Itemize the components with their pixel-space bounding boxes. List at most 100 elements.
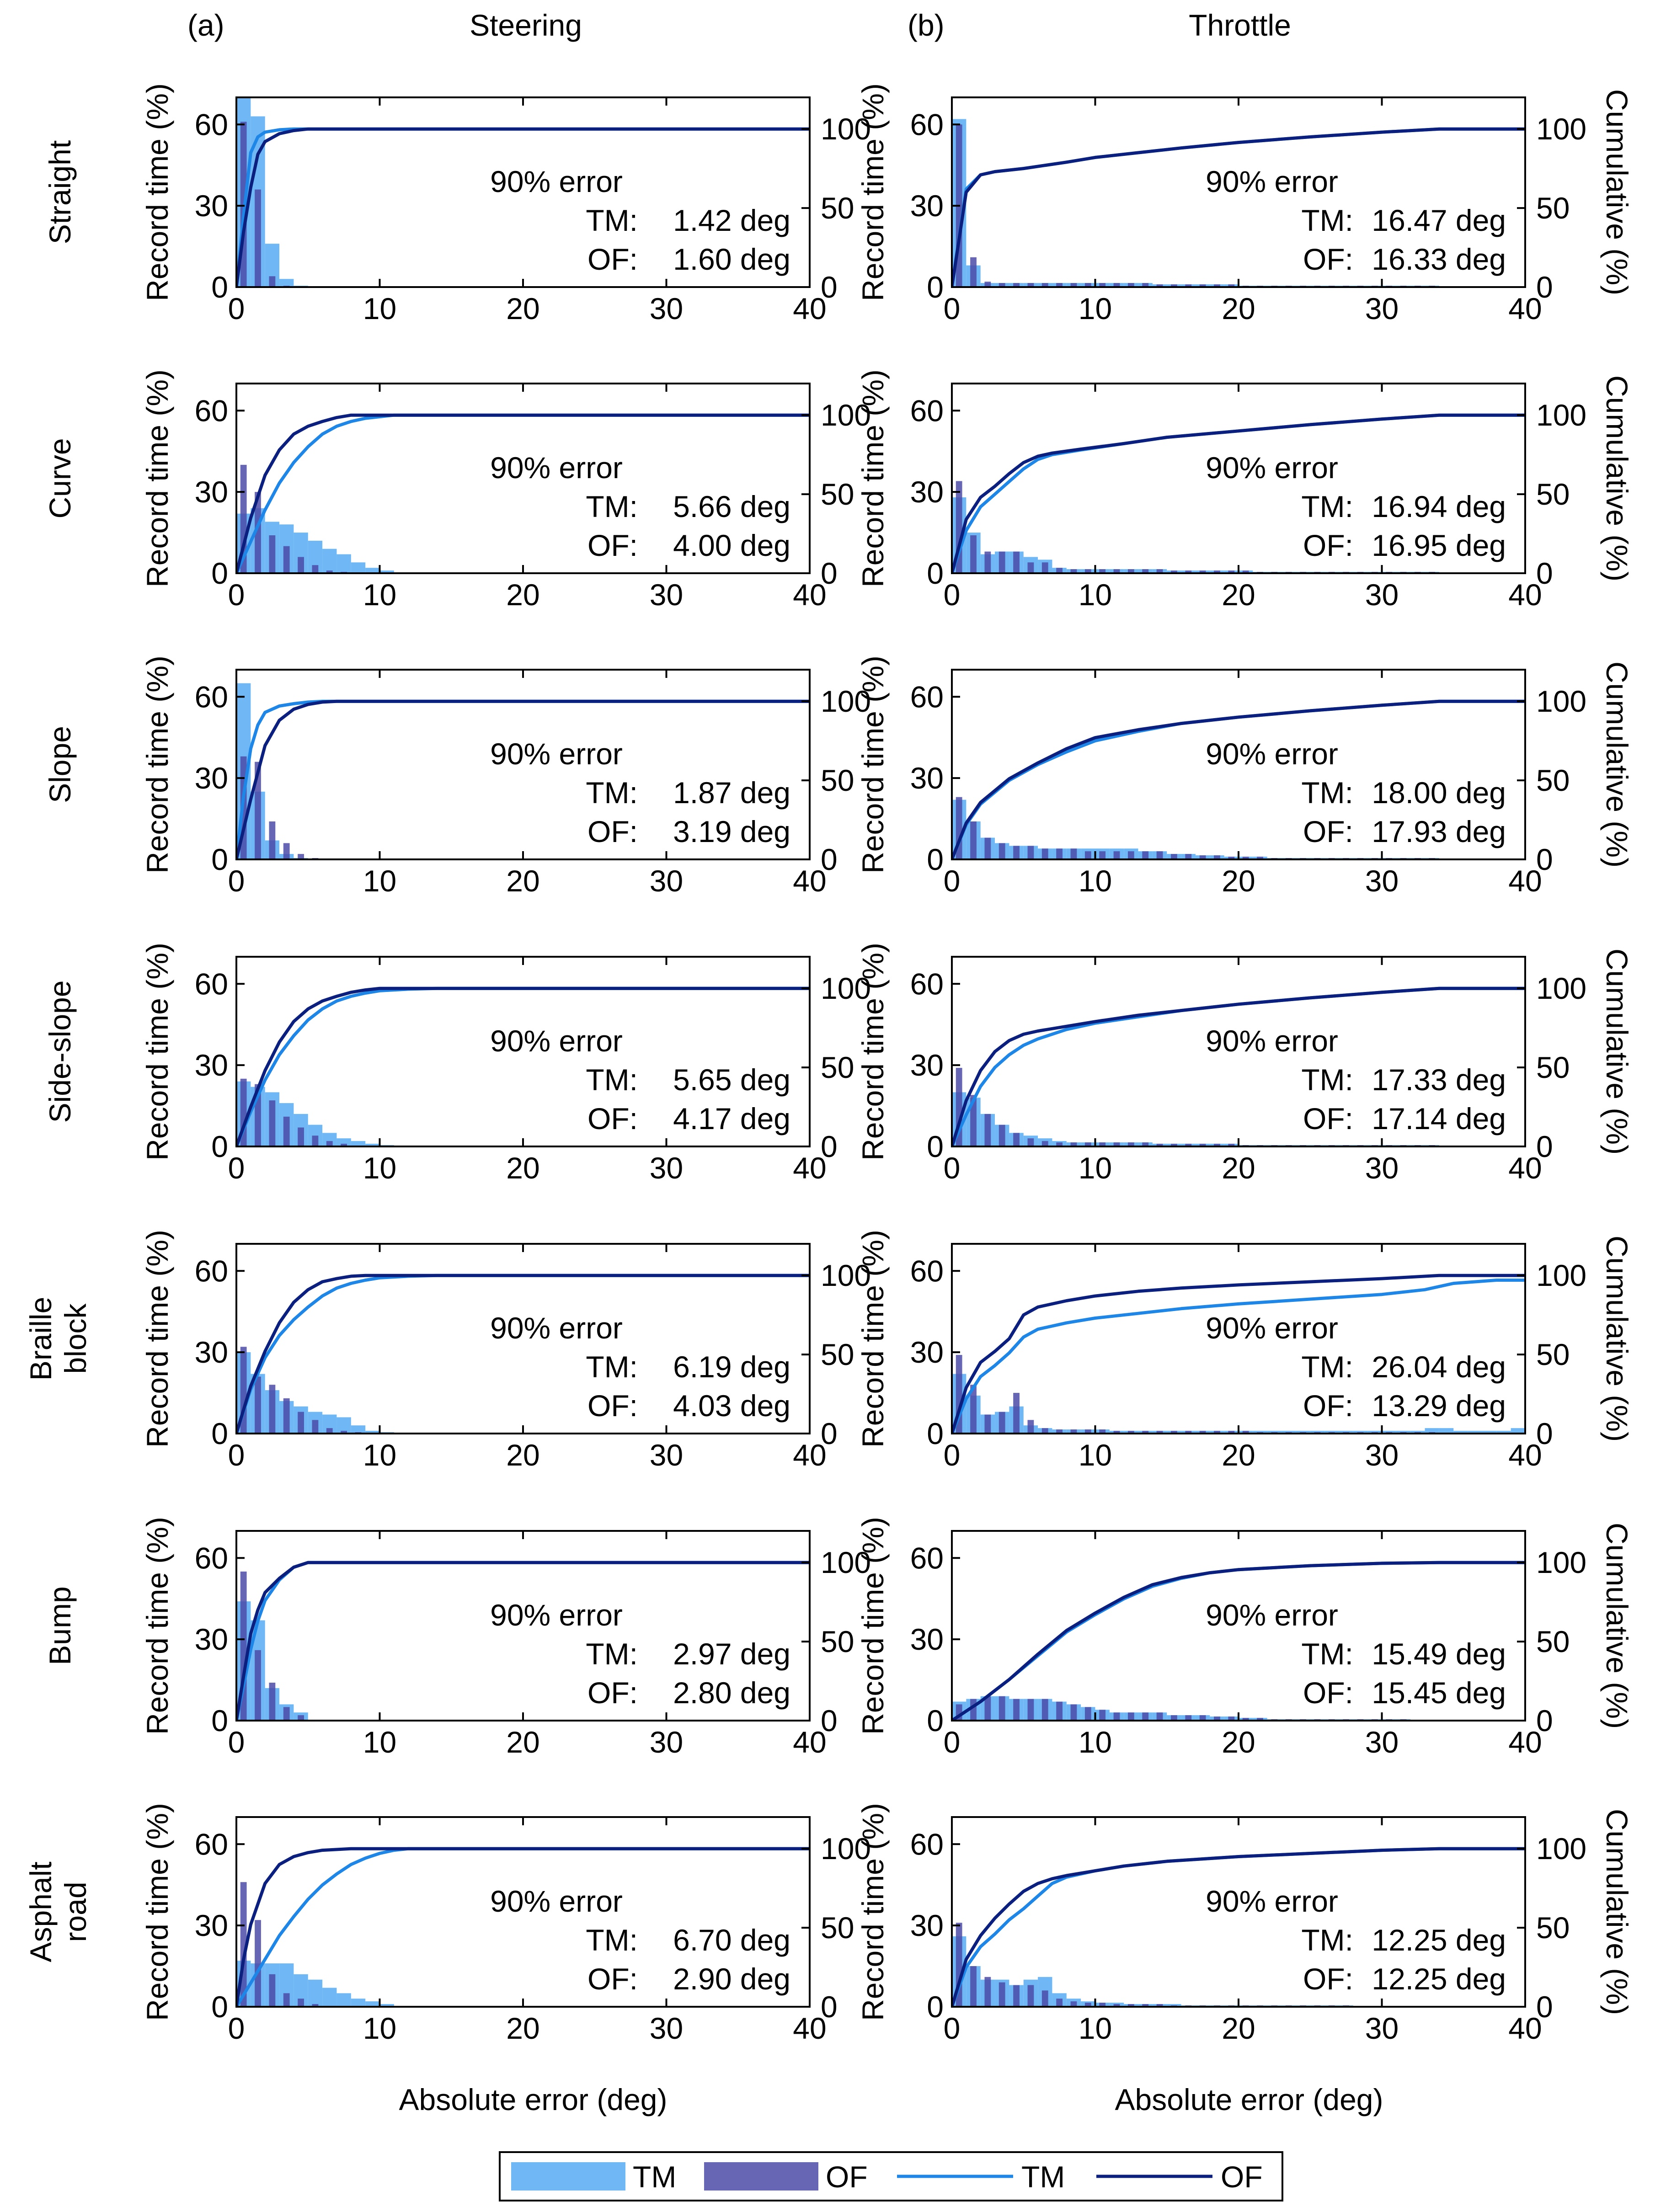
y-tick-label: 30 bbox=[195, 761, 228, 795]
y2-tick-label: 50 bbox=[1536, 1911, 1570, 1945]
of-bar bbox=[1056, 568, 1063, 573]
annotation-title: 90% error bbox=[1206, 451, 1338, 485]
y2-tick-label: 50 bbox=[821, 1050, 854, 1084]
of-bar bbox=[1156, 1144, 1163, 1146]
row-label: Slope bbox=[43, 726, 77, 803]
of-bar bbox=[1027, 1420, 1034, 1434]
x-tick-label: 40 bbox=[1508, 292, 1542, 325]
row-label-line-2: road bbox=[59, 1882, 92, 1942]
y2-tick-label: 100 bbox=[821, 1258, 871, 1292]
legend-of-line-label: OF bbox=[1221, 2160, 1263, 2194]
annotation-of-prefix: OF: bbox=[587, 1389, 638, 1423]
x-tick-label: 20 bbox=[506, 864, 539, 898]
annotation-title: 90% error bbox=[1206, 1024, 1338, 1058]
y-tick-label: 30 bbox=[910, 1335, 944, 1369]
of-bar bbox=[298, 1999, 304, 2007]
x-tick-label: 40 bbox=[793, 1438, 826, 1472]
of-bar bbox=[1027, 1138, 1034, 1146]
tm-bar bbox=[351, 562, 366, 573]
of-bar bbox=[1257, 1718, 1263, 1721]
of-bar bbox=[999, 843, 1005, 859]
of-bar bbox=[1156, 1712, 1163, 1721]
annotation-tm-value: 18.00 deg bbox=[1372, 776, 1506, 810]
of-bar bbox=[269, 1974, 276, 2007]
annotation-title: 90% error bbox=[1206, 737, 1338, 771]
annotation-tm-prefix: TM: bbox=[1301, 490, 1353, 523]
row-label-line-1: Braille bbox=[24, 1297, 58, 1381]
x-tick-label: 20 bbox=[1222, 864, 1255, 898]
of-bar bbox=[298, 557, 304, 573]
annotation-of-value: 1.60 deg bbox=[673, 242, 790, 276]
of-cumulative-line bbox=[952, 699, 1525, 859]
annotation-of-prefix: OF: bbox=[587, 1676, 638, 1710]
plot-area bbox=[236, 1274, 810, 1434]
x-tick-label: 40 bbox=[1508, 2011, 1542, 2045]
y-tick-label: 60 bbox=[195, 1254, 228, 1288]
of-bar bbox=[1070, 283, 1077, 287]
annotation-of-value: 2.80 deg bbox=[673, 1676, 790, 1710]
annotation-of-value: 3.19 deg bbox=[673, 815, 790, 848]
y-axis-label: Record time (%) bbox=[856, 1803, 890, 2021]
legend-tm-bar-swatch bbox=[511, 2162, 625, 2191]
x-tick-label: 20 bbox=[1222, 2011, 1255, 2045]
plot-area bbox=[236, 683, 810, 859]
of-bar bbox=[1199, 570, 1206, 573]
x-tick-label: 40 bbox=[1508, 1151, 1542, 1185]
of-bar bbox=[1041, 1699, 1048, 1721]
x-tick-label: 30 bbox=[1365, 1438, 1399, 1472]
of-bar bbox=[326, 570, 333, 573]
of-bar bbox=[1228, 570, 1235, 573]
y-tick-label: 60 bbox=[195, 394, 228, 427]
of-bar bbox=[1199, 855, 1206, 859]
x-tick-label: 10 bbox=[363, 1725, 396, 1759]
of-bar bbox=[1013, 1699, 1020, 1721]
x-tick-label: 30 bbox=[1365, 864, 1399, 898]
annotation-title: 90% error bbox=[1206, 165, 1338, 198]
x-tick-label: 0 bbox=[944, 578, 961, 612]
y2-tick-label: 100 bbox=[821, 398, 871, 432]
row-label-line-1: Asphalt bbox=[24, 1861, 58, 1962]
of-bar bbox=[312, 1135, 319, 1146]
annotation-of-prefix: OF: bbox=[1303, 528, 1353, 562]
y-axis-label: Record time (%) bbox=[140, 943, 174, 1161]
tm-bar bbox=[365, 1431, 380, 1434]
y-tick-label: 0 bbox=[211, 1704, 228, 1738]
column-title-steering: Steering bbox=[470, 8, 582, 42]
annotation-tm-value: 5.66 deg bbox=[673, 490, 790, 523]
of-bar bbox=[1113, 851, 1120, 859]
annotation-of-value: 4.00 deg bbox=[673, 528, 790, 562]
x-tick-label: 30 bbox=[650, 1151, 683, 1185]
of-bar bbox=[1214, 570, 1220, 573]
of-bar bbox=[1199, 1715, 1206, 1721]
of-bar bbox=[269, 1385, 276, 1434]
annotation-tm-value: 16.94 deg bbox=[1372, 490, 1506, 523]
x-tick-label: 0 bbox=[944, 864, 961, 898]
y2-tick-label: 0 bbox=[821, 842, 838, 876]
x-tick-label: 20 bbox=[1222, 292, 1255, 325]
of-bar bbox=[283, 1116, 290, 1146]
of-bar bbox=[1099, 569, 1106, 573]
y2-tick-label: 100 bbox=[1536, 1258, 1586, 1292]
of-bar bbox=[984, 1696, 991, 1721]
of-bar bbox=[1214, 855, 1220, 859]
annotation-of-value: 13.29 deg bbox=[1372, 1389, 1506, 1423]
annotation-of-value: 12.25 deg bbox=[1372, 1962, 1506, 1996]
annotation-tm-value: 2.97 deg bbox=[673, 1637, 790, 1671]
y2-tick-label: 50 bbox=[1536, 477, 1570, 511]
of-bar bbox=[999, 1696, 1005, 1721]
tm-bar bbox=[336, 1993, 351, 2007]
of-bar bbox=[1127, 569, 1134, 573]
y2-tick-label: 0 bbox=[1536, 1130, 1553, 1163]
of-bar bbox=[984, 551, 991, 573]
tm-bar bbox=[365, 1144, 380, 1146]
of-bar bbox=[970, 257, 977, 287]
of-bar bbox=[1156, 569, 1163, 573]
annotation-of-value: 17.93 deg bbox=[1372, 815, 1506, 848]
annotation-tm-prefix: TM: bbox=[586, 490, 638, 523]
of-bar bbox=[1242, 857, 1249, 859]
annotation-tm-prefix: TM: bbox=[1301, 203, 1353, 237]
of-cumulative-line bbox=[236, 413, 810, 573]
of-bar bbox=[1041, 1990, 1048, 2007]
